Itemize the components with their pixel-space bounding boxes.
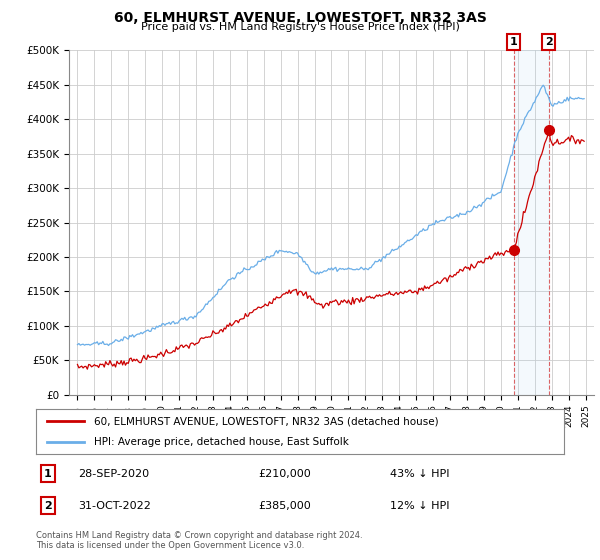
Text: 60, ELMHURST AVENUE, LOWESTOFT, NR32 3AS: 60, ELMHURST AVENUE, LOWESTOFT, NR32 3AS — [113, 11, 487, 25]
Text: £210,000: £210,000 — [258, 469, 311, 479]
Text: 2: 2 — [545, 37, 553, 47]
Text: 28-SEP-2020: 28-SEP-2020 — [78, 469, 149, 479]
Text: Price paid vs. HM Land Registry's House Price Index (HPI): Price paid vs. HM Land Registry's House … — [140, 22, 460, 32]
Text: 12% ↓ HPI: 12% ↓ HPI — [390, 501, 449, 511]
Text: HPI: Average price, detached house, East Suffolk: HPI: Average price, detached house, East… — [94, 437, 349, 447]
Text: 1: 1 — [509, 37, 517, 47]
Text: £385,000: £385,000 — [258, 501, 311, 511]
Text: 2: 2 — [44, 501, 52, 511]
Bar — [514, 50, 549, 395]
Text: Contains HM Land Registry data © Crown copyright and database right 2024.
This d: Contains HM Land Registry data © Crown c… — [36, 530, 362, 550]
Text: 1: 1 — [44, 469, 52, 479]
Text: 43% ↓ HPI: 43% ↓ HPI — [390, 469, 449, 479]
Text: 31-OCT-2022: 31-OCT-2022 — [78, 501, 151, 511]
Text: 60, ELMHURST AVENUE, LOWESTOFT, NR32 3AS (detached house): 60, ELMHURST AVENUE, LOWESTOFT, NR32 3AS… — [94, 416, 439, 426]
